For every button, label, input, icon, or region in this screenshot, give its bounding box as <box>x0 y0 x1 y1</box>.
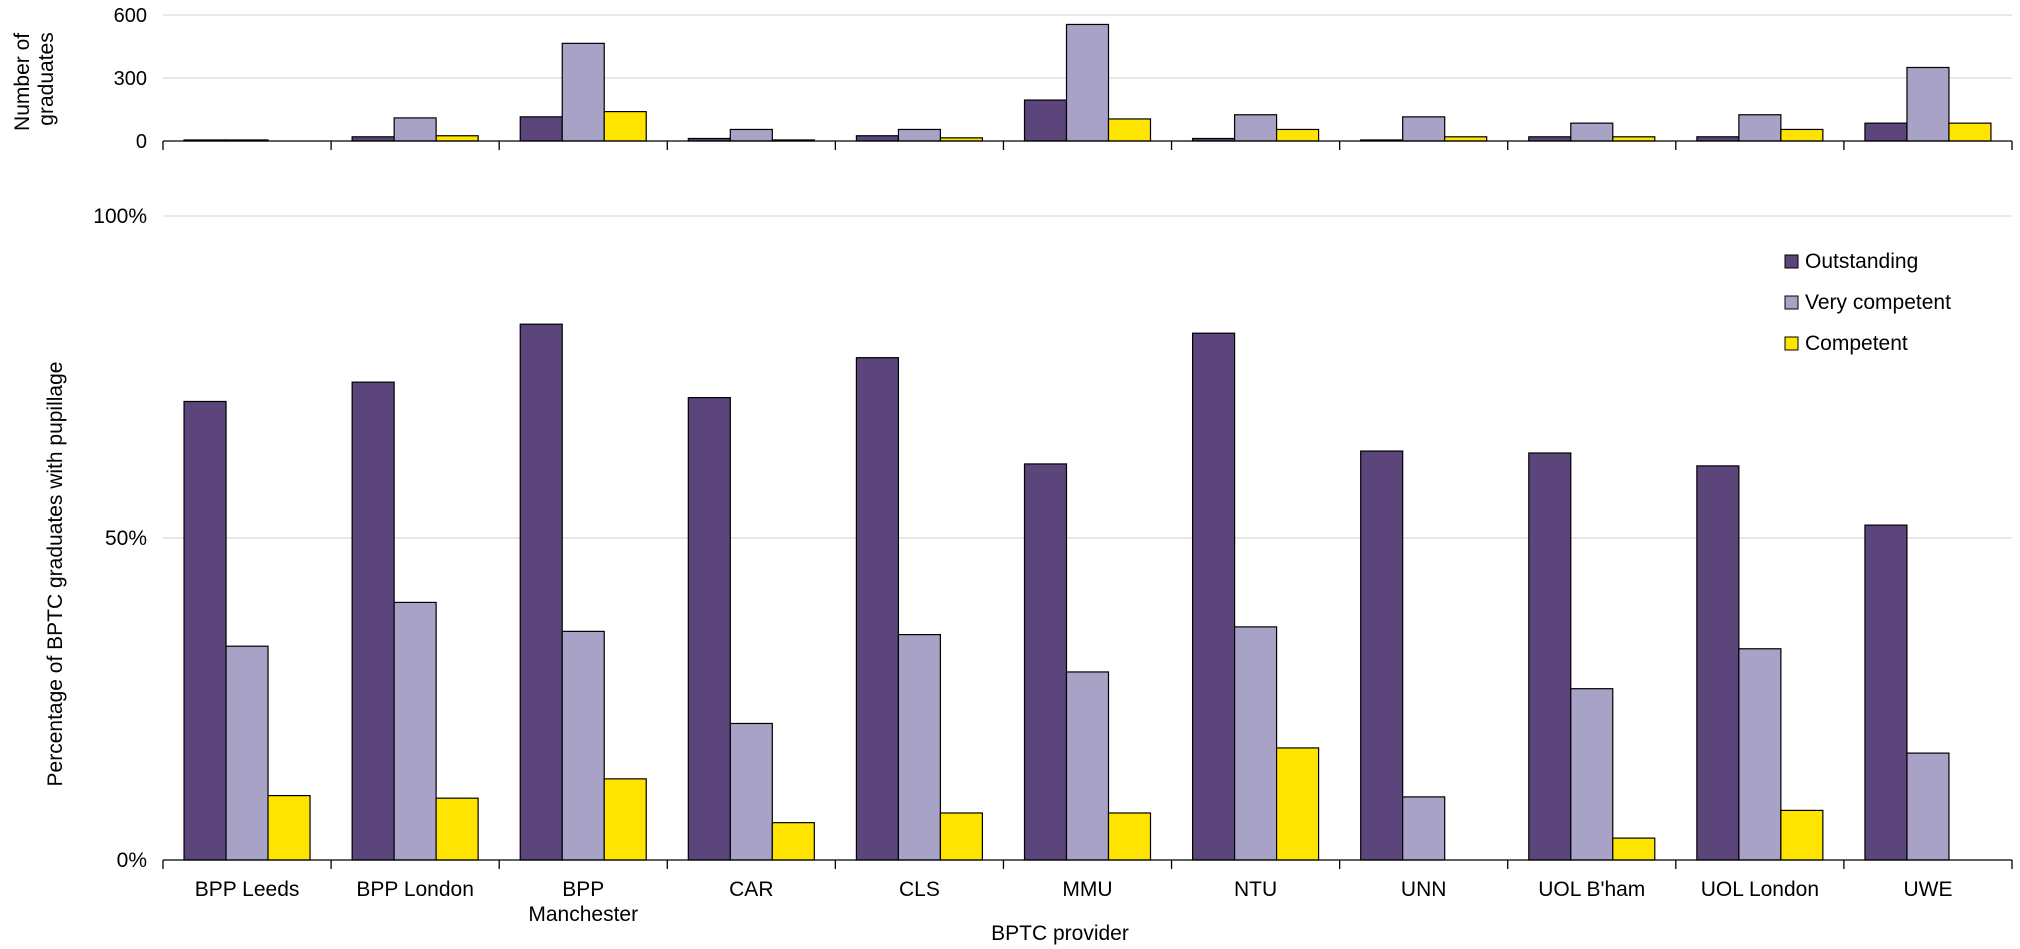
top-x-axis <box>162 140 2013 150</box>
top-bar-outstanding-bpp-manchester <box>519 116 563 142</box>
bottom-bar-competent-mmu <box>1107 812 1152 861</box>
top-bar-very-competent-cls <box>897 128 942 142</box>
legend-swatch-outstanding <box>1784 254 1799 269</box>
x-tick-label-bpp-london: BPP London <box>356 878 474 901</box>
top-bar-very-competent-uwe <box>1906 66 1950 142</box>
top-y-tick-label: 0 <box>136 131 147 153</box>
bottom-y-tick-label: 50% <box>105 527 147 550</box>
top-bars <box>183 23 1992 142</box>
bottom-bar-very-competent-bpp-manchester <box>561 630 605 861</box>
x-tick-label-unn: UNN <box>1401 878 1447 901</box>
bottom-bar-competent-uol-b-ham <box>1612 837 1656 861</box>
bottom-bar-outstanding-mmu <box>1023 463 1068 861</box>
top-y-tick-labels: 0 300 600 <box>114 5 147 153</box>
bottom-x-axis <box>162 859 2013 869</box>
bottom-bar-competent-ntu <box>1275 747 1320 861</box>
bottom-bar-outstanding-bpp-leeds <box>183 400 227 861</box>
bottom-bar-very-competent-bpp-leeds <box>225 645 269 861</box>
top-bar-very-competent-mmu <box>1065 23 1110 142</box>
bottom-bar-outstanding-uol-b-ham <box>1528 452 1572 861</box>
bottom-bar-outstanding-car <box>687 397 731 861</box>
legend-label-very-competent: Very competent <box>1805 291 1951 314</box>
bottom-bar-very-competent-uol-b-ham <box>1570 688 1614 861</box>
bottom-bar-competent-bpp-leeds <box>267 794 311 861</box>
bottom-bar-outstanding-cls <box>855 357 900 861</box>
legend-swatch-competent <box>1784 336 1799 351</box>
top-bar-competent-uol-london <box>1780 128 1824 142</box>
top-y-axis-label: Number of graduates <box>11 27 58 131</box>
x-tick-label-cls: CLS <box>899 878 940 901</box>
x-tick-label-uol-london: UOL London <box>1701 878 1819 901</box>
top-y-axis-label-line1: Number of <box>11 33 34 131</box>
bottom-bar-very-competent-uol-london <box>1738 648 1782 861</box>
bottom-bar-outstanding-uwe <box>1864 524 1908 861</box>
top-bar-very-competent-bpp-manchester <box>561 42 605 142</box>
bottom-bar-competent-cls <box>939 812 984 861</box>
x-tick-label-bpp-leeds: BPP Leeds <box>195 878 300 901</box>
bottom-y-axis-label: Percentage of BPTC graduates with pupill… <box>44 362 67 787</box>
top-bar-very-competent-unn <box>1402 116 1446 142</box>
x-tick-label-car: CAR <box>729 878 773 901</box>
top-y-tick-label: 600 <box>114 5 147 27</box>
bottom-bar-very-competent-ntu <box>1233 626 1278 861</box>
bottom-bar-very-competent-cls <box>897 633 942 861</box>
top-bar-outstanding-cls <box>855 135 900 142</box>
top-bar-competent-bpp-london <box>435 135 479 142</box>
bottom-bar-outstanding-unn <box>1360 450 1404 861</box>
bottom-bar-competent-bpp-london <box>435 797 479 861</box>
top-chart-panel: 0 300 600 Number of graduates <box>11 5 2013 153</box>
bottom-chart-panel: 0% 50% 100% BPP Leeds BPP London BPP Manchest… <box>44 205 2013 945</box>
x-tick-label-bpp-manchester: BPP Manchester <box>528 878 638 926</box>
top-y-tick-label: 300 <box>114 68 147 90</box>
x-tick-label-uol-b-ham: UOL B'ham <box>1538 878 1645 901</box>
bottom-bar-very-competent-car <box>729 722 773 861</box>
top-bar-very-competent-ntu <box>1233 114 1278 142</box>
legend-swatch-very-competent <box>1784 295 1799 310</box>
bottom-x-axis-label: BPTC provider <box>991 922 1129 945</box>
bottom-y-tick-label: 100% <box>93 205 147 228</box>
bottom-y-tick-labels: 0% 50% 100% <box>93 205 147 872</box>
top-bar-very-competent-uol-london <box>1738 114 1782 142</box>
bottom-bar-competent-uol-london <box>1780 809 1824 861</box>
top-bar-very-competent-bpp-london <box>393 117 437 142</box>
bottom-y-tick-label: 0% <box>117 849 147 872</box>
legend-label-competent: Competent <box>1805 332 1908 355</box>
legend: Outstanding Very competent Competent <box>1784 250 1951 355</box>
bottom-x-tick-labels: BPP Leeds BPP London BPP Manchester CAR CLS MM… <box>195 878 1953 926</box>
top-y-axis-label-line2: graduates <box>35 32 58 125</box>
top-bar-competent-ntu <box>1275 128 1320 142</box>
bottom-bar-very-competent-unn <box>1402 796 1446 861</box>
top-bar-very-competent-car <box>729 128 773 142</box>
top-bar-competent-bpp-manchester <box>603 110 647 142</box>
top-bar-competent-mmu <box>1107 118 1152 142</box>
bottom-bar-outstanding-uol-london <box>1696 465 1740 861</box>
x-tick-label-uwe: UWE <box>1903 878 1952 901</box>
bottom-bar-competent-bpp-manchester <box>603 778 647 861</box>
bottom-bar-very-competent-uwe <box>1906 752 1950 861</box>
top-bar-outstanding-mmu <box>1023 99 1068 142</box>
top-bar-competent-uwe <box>1948 122 1992 142</box>
bottom-bar-outstanding-ntu <box>1191 332 1236 861</box>
x-tick-label-mmu: MMU <box>1062 878 1112 901</box>
bottom-bar-very-competent-bpp-london <box>393 601 437 861</box>
bottom-bars <box>183 323 1950 861</box>
top-bar-outstanding-uwe <box>1864 122 1908 142</box>
top-bar-very-competent-uol-b-ham <box>1570 122 1614 142</box>
bottom-bar-very-competent-mmu <box>1065 671 1110 861</box>
legend-label-outstanding: Outstanding <box>1805 250 1918 273</box>
bottom-bar-competent-car <box>771 822 815 861</box>
bottom-bar-outstanding-bpp-london <box>351 381 395 861</box>
bottom-bar-outstanding-bpp-manchester <box>519 323 563 861</box>
x-tick-label-ntu: NTU <box>1234 878 1277 901</box>
